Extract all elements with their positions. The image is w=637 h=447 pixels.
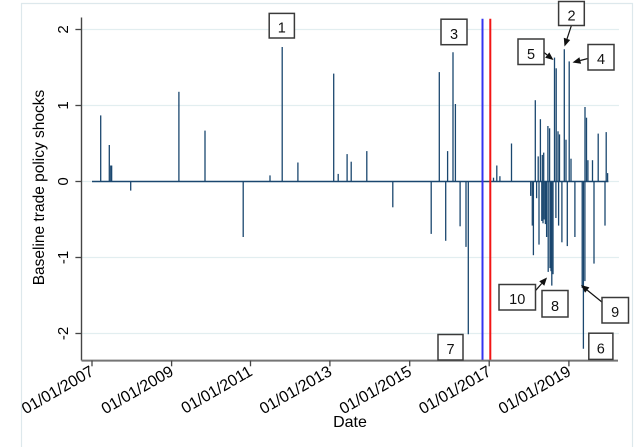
svg-text:5: 5 [527, 47, 535, 63]
svg-text:-2: -2 [55, 327, 72, 340]
svg-text:10: 10 [509, 292, 525, 308]
svg-text:7: 7 [446, 342, 454, 358]
svg-text:1: 1 [55, 101, 72, 109]
svg-text:4: 4 [597, 52, 605, 68]
svg-text:2: 2 [567, 9, 575, 25]
svg-text:2: 2 [55, 25, 72, 33]
svg-text:8: 8 [551, 299, 559, 315]
svg-text:0: 0 [55, 177, 72, 185]
svg-text:3: 3 [450, 27, 458, 43]
svg-text:6: 6 [597, 341, 605, 357]
svg-text:Date: Date [333, 414, 367, 431]
svg-text:Baseline trade policy shocks: Baseline trade policy shocks [31, 89, 48, 285]
svg-text:1: 1 [278, 21, 286, 37]
svg-text:9: 9 [611, 305, 619, 321]
svg-text:-1: -1 [55, 251, 72, 264]
